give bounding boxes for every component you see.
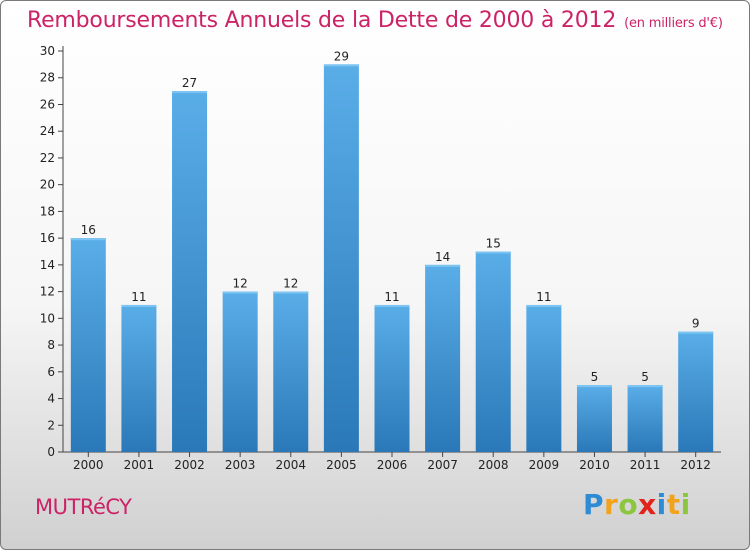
bar	[526, 304, 562, 452]
bar	[323, 64, 359, 452]
x-tick-label: 2002	[174, 458, 205, 472]
bar	[273, 291, 309, 452]
data-label: 11	[384, 290, 399, 304]
x-tick-label: 2005	[326, 458, 357, 472]
y-tick-label: 8	[47, 338, 55, 352]
x-tick-label: 2003	[225, 458, 256, 472]
bar	[678, 331, 714, 452]
x-tick-label: 2012	[680, 458, 711, 472]
y-tick-label: 20	[40, 178, 55, 192]
data-label: 12	[283, 277, 298, 291]
bar	[425, 264, 461, 452]
bar	[222, 291, 258, 452]
y-tick-label: 6	[47, 365, 55, 379]
y-tick-label: 24	[40, 124, 55, 138]
data-label: 11	[536, 290, 551, 304]
x-tick-label: 2001	[124, 458, 155, 472]
y-tick-label: 4	[47, 392, 55, 406]
data-label: 29	[334, 49, 349, 63]
bar-top-edge	[627, 385, 663, 388]
bar	[121, 304, 157, 452]
data-label: 5	[591, 370, 599, 384]
y-tick-label: 12	[40, 285, 55, 299]
data-label: 15	[486, 237, 501, 251]
y-tick-label: 2	[47, 418, 55, 432]
x-tick-label: 2004	[275, 458, 306, 472]
title-unit: (en milliers d'€)	[624, 16, 723, 31]
bar	[475, 251, 511, 452]
y-tick-label: 26	[40, 97, 55, 111]
bar	[576, 385, 612, 452]
bar-top-edge	[374, 304, 410, 307]
data-label: 12	[233, 277, 248, 291]
bar-top-edge	[70, 238, 106, 241]
bar	[627, 385, 663, 452]
y-tick-label: 22	[40, 151, 55, 165]
commune-name: MUTRéCY	[35, 495, 132, 519]
x-tick-label: 2006	[377, 458, 408, 472]
proxiti-logo: Proxiti	[583, 488, 691, 521]
y-tick-label: 10	[40, 311, 55, 325]
bar	[172, 91, 208, 452]
bar-top-edge	[273, 291, 309, 294]
bar-top-edge	[121, 304, 157, 307]
y-tick-label: 14	[40, 258, 55, 272]
bar-top-edge	[576, 385, 612, 388]
x-tick-label: 2000	[73, 458, 104, 472]
bar-top-edge	[425, 264, 461, 267]
bar	[374, 304, 410, 452]
y-tick-label: 18	[40, 204, 55, 218]
y-tick-label: 16	[40, 231, 55, 245]
x-tick-label: 2009	[529, 458, 560, 472]
chart-title: Remboursements Annuels de la Dette de 20…	[27, 8, 723, 33]
y-tick-label: 28	[40, 71, 55, 85]
data-label: 9	[692, 317, 700, 331]
data-label: 5	[641, 370, 649, 384]
x-tick-label: 2011	[630, 458, 661, 472]
y-tick-label: 0	[47, 445, 55, 459]
bar-top-edge	[475, 251, 511, 254]
title-text: Remboursements Annuels de la Dette de 20…	[27, 8, 617, 33]
data-label: 27	[182, 76, 197, 90]
bar-top-edge	[222, 291, 258, 294]
bar-top-edge	[172, 91, 208, 94]
x-tick-label: 2010	[579, 458, 610, 472]
bar-top-edge	[526, 304, 562, 307]
y-tick-label: 30	[40, 44, 55, 58]
x-tick-label: 2008	[478, 458, 509, 472]
data-label: 16	[81, 223, 96, 237]
bar-top-edge	[323, 64, 359, 67]
bar-top-edge	[678, 331, 714, 334]
bar	[70, 238, 106, 452]
data-label: 14	[435, 250, 450, 264]
data-label: 11	[131, 290, 146, 304]
x-tick-label: 2007	[427, 458, 458, 472]
